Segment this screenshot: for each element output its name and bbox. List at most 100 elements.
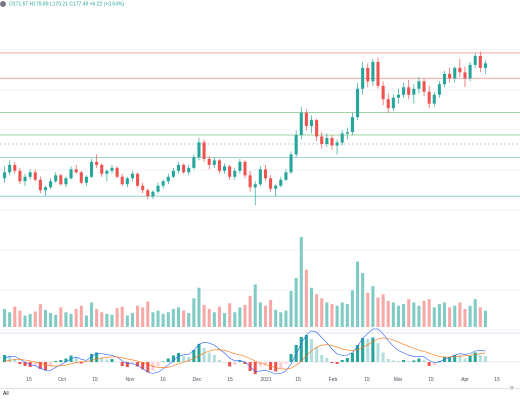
volume-bar [161, 313, 165, 327]
volume-bar [187, 313, 191, 327]
volume-bar [212, 312, 216, 327]
macd-histogram-bar [437, 361, 441, 362]
time-axis-label: 16 [160, 377, 166, 383]
candle-body [238, 161, 242, 171]
candle-body [248, 175, 252, 188]
time-axis-label: Apr [461, 377, 469, 383]
candle-body [386, 99, 390, 109]
volume-bar [130, 313, 134, 327]
candle-body [141, 185, 145, 191]
macd-histogram-bar [325, 358, 329, 362]
candle-body [483, 63, 487, 68]
macd-histogram-bar [49, 362, 53, 367]
volume-bar [105, 313, 109, 327]
macd-histogram-bar [335, 362, 339, 364]
candle-body [228, 166, 232, 177]
candle-body [315, 120, 319, 137]
volume-bar [325, 302, 329, 327]
scroll-to-realtime-button[interactable]: » [510, 384, 514, 392]
volume-bar [371, 286, 375, 327]
macd-histogram-bar [3, 355, 7, 362]
macd-histogram-bar [100, 357, 104, 362]
chart-grid [0, 49, 520, 331]
volume-bar [458, 302, 462, 327]
volume-bar [448, 307, 452, 327]
candle-body [212, 160, 216, 165]
macd-histogram-bar [345, 358, 349, 362]
candle-body [197, 142, 201, 158]
candle-body [130, 173, 134, 179]
volume-bar [356, 261, 360, 327]
macd-histogram-bar [391, 360, 395, 362]
volume-bar [483, 310, 487, 327]
volume-bar [381, 294, 385, 327]
volume-bar [330, 304, 334, 327]
macd-histogram-bar [8, 356, 12, 362]
volume-bar [473, 299, 477, 327]
candle-body [279, 179, 283, 186]
candle-body [23, 176, 27, 182]
candle-body [13, 164, 17, 171]
volume-bar [315, 294, 319, 327]
candle-body [340, 133, 344, 143]
volume-bar [59, 307, 63, 327]
candle-body [233, 170, 237, 177]
macd-histogram-bar [253, 362, 257, 374]
volume-bar [33, 311, 37, 327]
volume-bar [263, 305, 267, 327]
macd-histogram-bar [187, 357, 191, 362]
macd-histogram-bar [468, 356, 472, 362]
candle-body [253, 184, 257, 188]
time-axis-label: 2021 [260, 377, 272, 383]
macd-histogram-bar [458, 355, 462, 362]
volume-bar [335, 305, 339, 327]
macd-histogram-bar [79, 362, 83, 364]
volume-bar [166, 312, 170, 327]
candle-body [376, 61, 380, 86]
candle-body [453, 67, 457, 79]
volume-bar [23, 315, 27, 327]
macd-histogram-bar [54, 361, 58, 362]
candle-body [335, 142, 339, 146]
macd-histogram-bar [294, 345, 298, 362]
symbol-status-icon [0, 1, 6, 7]
macd-histogram-bar [171, 355, 175, 362]
candle-body [371, 61, 375, 82]
macd-histogram-bar [243, 362, 247, 364]
volume-bar [38, 304, 42, 327]
volume-bar [233, 312, 237, 327]
macd-histogram-bar [182, 356, 186, 362]
volume-bar [125, 315, 129, 327]
time-axis-label: 15 [26, 377, 32, 383]
volume-bar [171, 309, 175, 327]
volume-bar [238, 307, 242, 327]
range-all-button[interactable]: All [3, 391, 9, 397]
volume-bar [258, 302, 262, 327]
macd-histogram-bar [146, 362, 150, 373]
candle-body [192, 157, 196, 168]
volume-bar [391, 302, 395, 327]
candle-body [381, 85, 385, 100]
candle-body [166, 176, 170, 182]
macd-histogram-bar [202, 348, 206, 362]
candle-body [202, 142, 206, 159]
macd-histogram-bar [176, 353, 181, 362]
macd-histogram-bar [432, 362, 436, 365]
candle-body [49, 181, 53, 188]
macd-histogram-bar [38, 362, 42, 369]
macd-histogram-bar [417, 358, 421, 362]
volume-bar [151, 312, 155, 327]
volume-bar [396, 305, 401, 327]
volume-bar [197, 287, 201, 327]
macd-histogram-bar [192, 350, 196, 362]
candle-body [156, 185, 160, 192]
candle-body [105, 170, 109, 174]
volume-bar [84, 315, 88, 327]
volume-bar [13, 306, 17, 327]
volume-bar [345, 304, 349, 327]
macd-histogram-bar [299, 337, 303, 362]
macd-histogram-bar [422, 360, 426, 362]
volume-bar [407, 299, 411, 327]
price-chart[interactable] [0, 0, 520, 384]
volume-bar [361, 273, 365, 327]
